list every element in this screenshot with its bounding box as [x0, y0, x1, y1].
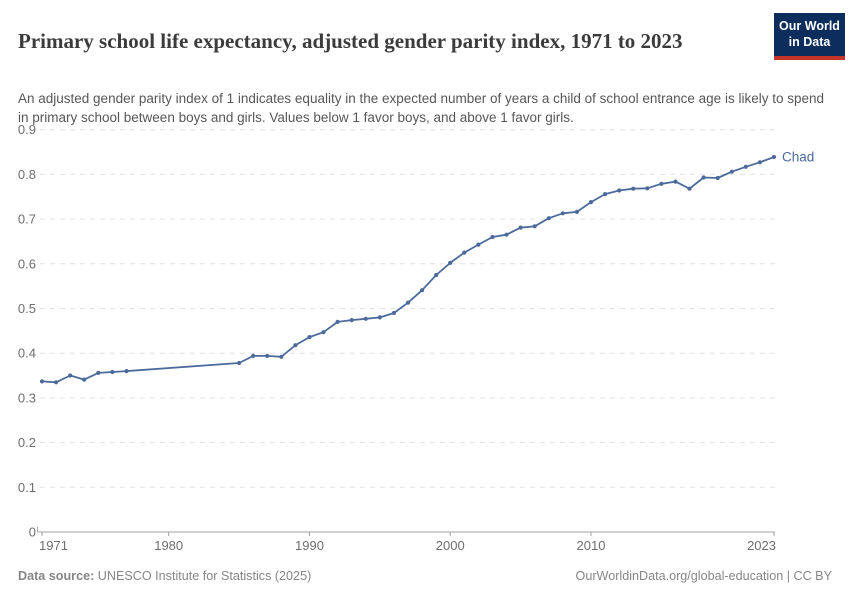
- x-tick-label: 1980: [154, 538, 183, 553]
- data-point-marker[interactable]: [532, 224, 537, 229]
- data-point-marker[interactable]: [335, 319, 340, 324]
- data-point-marker[interactable]: [39, 379, 45, 384]
- data-point-marker[interactable]: [518, 225, 523, 230]
- data-point-marker[interactable]: [645, 186, 650, 191]
- data-point-marker[interactable]: [279, 354, 284, 359]
- x-tick-label: 2023: [747, 538, 776, 553]
- data-point-marker[interactable]: [504, 232, 509, 237]
- chart-subtitle: An adjusted gender parity index of 1 ind…: [18, 90, 824, 125]
- footer-source: Data source: UNESCO Institute for Statis…: [18, 569, 311, 583]
- y-tick-label: 0.4: [18, 346, 36, 361]
- chart-footer: Data source: UNESCO Institute for Statis…: [18, 569, 832, 583]
- y-tick-label: 0.2: [18, 435, 36, 450]
- data-point-marker[interactable]: [560, 211, 565, 216]
- data-point-marker[interactable]: [617, 188, 622, 193]
- data-point-marker[interactable]: [448, 260, 453, 265]
- owid-logo[interactable]: Our World in Data: [774, 13, 845, 60]
- data-point-marker[interactable]: [68, 373, 73, 378]
- data-point-marker[interactable]: [631, 186, 636, 191]
- data-point-marker[interactable]: [715, 175, 720, 181]
- data-point-marker[interactable]: [588, 200, 594, 205]
- data-point-marker[interactable]: [434, 272, 439, 278]
- footer-link[interactable]: OurWorldinData.org/global-education | CC…: [575, 569, 832, 583]
- data-point-marker[interactable]: [124, 369, 129, 374]
- data-point-marker[interactable]: [476, 242, 481, 247]
- data-point-marker[interactable]: [293, 343, 298, 348]
- data-point-marker[interactable]: [349, 318, 354, 323]
- y-tick-label: 0.3: [18, 390, 36, 405]
- data-point-marker[interactable]: [757, 160, 763, 165]
- x-tick-label: 1971: [39, 538, 68, 553]
- data-point-marker[interactable]: [391, 310, 396, 316]
- footer-source-label: Data source:: [18, 569, 95, 583]
- data-point-marker[interactable]: [251, 353, 256, 358]
- footer-source-text: UNESCO Institute for Statistics (2025): [97, 569, 312, 583]
- data-point-marker[interactable]: [687, 186, 692, 191]
- y-tick-label: 0.1: [18, 480, 36, 495]
- x-tick-label: 2010: [577, 538, 606, 553]
- data-point-marker[interactable]: [307, 335, 312, 340]
- data-point-marker[interactable]: [321, 330, 326, 335]
- data-point-marker[interactable]: [771, 154, 777, 160]
- x-tick-label: 1990: [295, 538, 324, 553]
- y-tick-label: 0: [29, 525, 36, 540]
- data-point-marker[interactable]: [265, 353, 270, 358]
- owid-logo-line1: Our World: [779, 19, 840, 33]
- data-point-marker[interactable]: [603, 192, 608, 197]
- series-end-label[interactable]: Chad: [782, 149, 814, 164]
- data-point-marker[interactable]: [490, 234, 495, 240]
- data-point-marker[interactable]: [673, 179, 678, 184]
- data-point-marker[interactable]: [546, 216, 551, 221]
- y-tick-label: 0.8: [18, 167, 36, 182]
- data-point-marker[interactable]: [743, 164, 748, 169]
- y-tick-label: 0.6: [18, 256, 36, 271]
- data-point-marker[interactable]: [110, 369, 115, 375]
- data-point-marker[interactable]: [420, 288, 425, 293]
- data-point-marker[interactable]: [96, 370, 101, 375]
- data-point-marker[interactable]: [729, 169, 734, 174]
- page-title: Primary school life expectancy, adjusted…: [18, 29, 683, 54]
- data-point-marker[interactable]: [405, 300, 411, 305]
- data-point-marker[interactable]: [82, 377, 87, 382]
- data-point-marker[interactable]: [54, 380, 59, 385]
- x-tick-label: 2000: [436, 538, 465, 553]
- data-point-marker[interactable]: [659, 181, 664, 186]
- data-point-marker[interactable]: [377, 315, 382, 320]
- y-tick-label: 0.9: [18, 122, 36, 137]
- chad-line[interactable]: [41, 156, 775, 384]
- data-point-marker[interactable]: [462, 250, 467, 255]
- y-tick-label: 0.5: [18, 301, 36, 316]
- data-point-marker[interactable]: [237, 360, 242, 366]
- data-point-marker[interactable]: [363, 316, 368, 321]
- y-tick-label: 0.7: [18, 212, 36, 227]
- data-point-marker[interactable]: [574, 209, 580, 214]
- data-point-marker[interactable]: [701, 175, 706, 180]
- owid-logo-line2: in Data: [788, 34, 831, 49]
